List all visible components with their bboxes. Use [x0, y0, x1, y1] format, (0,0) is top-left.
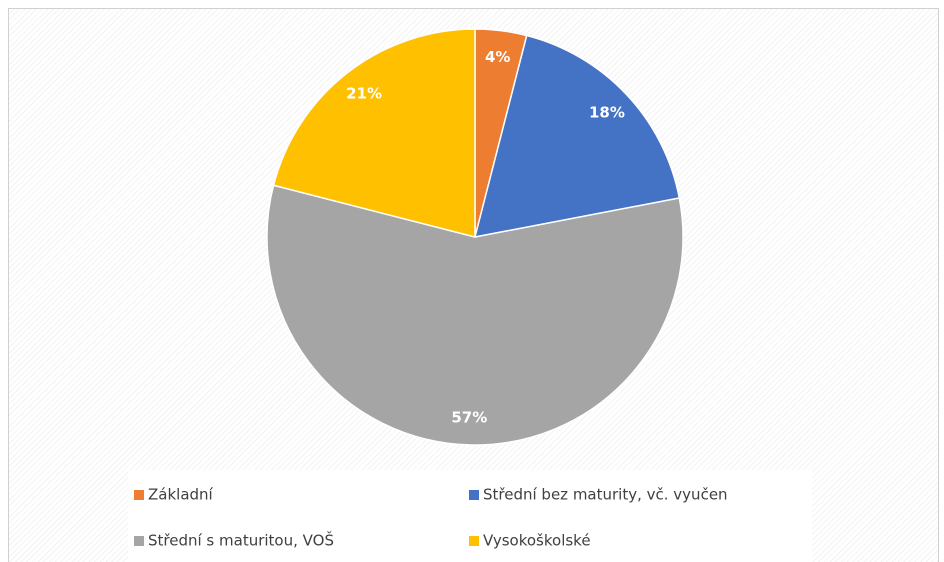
- legend-swatch: [469, 536, 479, 546]
- data-label: 4%: [485, 48, 510, 66]
- data-label: 21%: [346, 85, 382, 103]
- legend-label: Střední s maturitou, VOŠ: [148, 531, 334, 550]
- legend-swatch: [469, 490, 479, 500]
- legend-swatch: [134, 536, 144, 546]
- pie-slice: [473, 34, 681, 238]
- legend-label: Základní: [148, 486, 214, 504]
- legend-box: [128, 470, 812, 562]
- legend-label: Střední bez maturity, vč. vyučen: [483, 486, 728, 504]
- data-label: 18%: [589, 104, 625, 122]
- legend-swatch: [134, 490, 144, 500]
- pie-slice: [266, 184, 684, 446]
- pie-slice: [272, 28, 476, 238]
- legend-label: Vysokoškolské: [483, 532, 591, 550]
- data-label: 57%: [451, 408, 487, 426]
